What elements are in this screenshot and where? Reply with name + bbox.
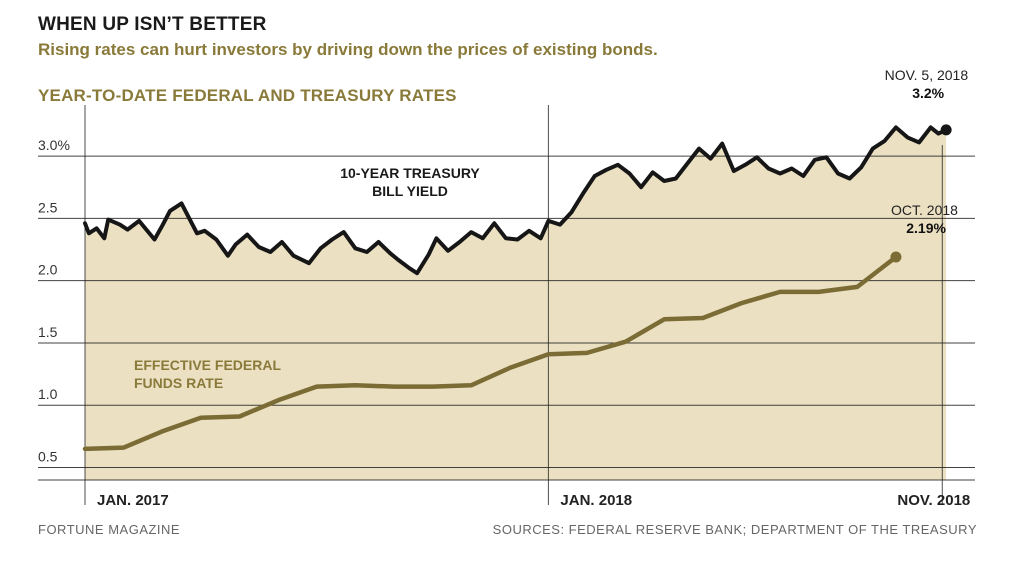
fed-funds-annotation-value: 2.19% [906, 220, 946, 236]
treasury-yield-line [83, 125, 949, 276]
y-tick-label-4: 2.5 [38, 199, 58, 215]
y-tick-label-5: 3.0% [38, 137, 70, 153]
x-tick-label-1: JAN. 2018 [560, 492, 632, 509]
y-tick-label-1: 1.0 [38, 386, 58, 402]
y-tick-label-3: 2.0 [38, 262, 58, 278]
treasury-annotation-date: NOV. 5, 2018 [885, 67, 969, 83]
treasury-series-label-line2: BILL YIELD [372, 183, 448, 199]
x-tick-label-2: NOV. 2018 [897, 492, 970, 509]
y-tick-label-2: 1.5 [38, 324, 58, 340]
chart-subtitle: Rising rates can hurt investors by drivi… [38, 40, 658, 59]
treasury-area-fill [85, 127, 947, 481]
y-tick-label-0: 0.5 [38, 449, 58, 465]
treasury-annotation-value: 3.2% [912, 85, 944, 101]
fed-funds-rate-line [82, 254, 899, 452]
treasury-endpoint-marker [940, 124, 952, 136]
treasury-series-label-line1: 10-YEAR TREASURY [340, 165, 480, 181]
publisher-credit: FORTUNE MAGAZINE [38, 522, 181, 537]
fed-funds-annotation-date: OCT. 2018 [891, 202, 958, 218]
fed-funds-series-label-line2: FUNDS RATE [134, 375, 223, 391]
x-tick-label-0: JAN. 2017 [97, 492, 169, 509]
fed-funds-series-label-line1: EFFECTIVE FEDERAL [134, 357, 281, 373]
chart-title: WHEN UP ISN’T BETTER [38, 14, 267, 35]
source-note: SOURCES: FEDERAL RESERVE BANK; DEPARTMEN… [492, 522, 977, 537]
panel-title: YEAR-TO-DATE FEDERAL AND TREASURY RATES [38, 86, 457, 105]
fed-funds-endpoint-marker [890, 251, 902, 263]
